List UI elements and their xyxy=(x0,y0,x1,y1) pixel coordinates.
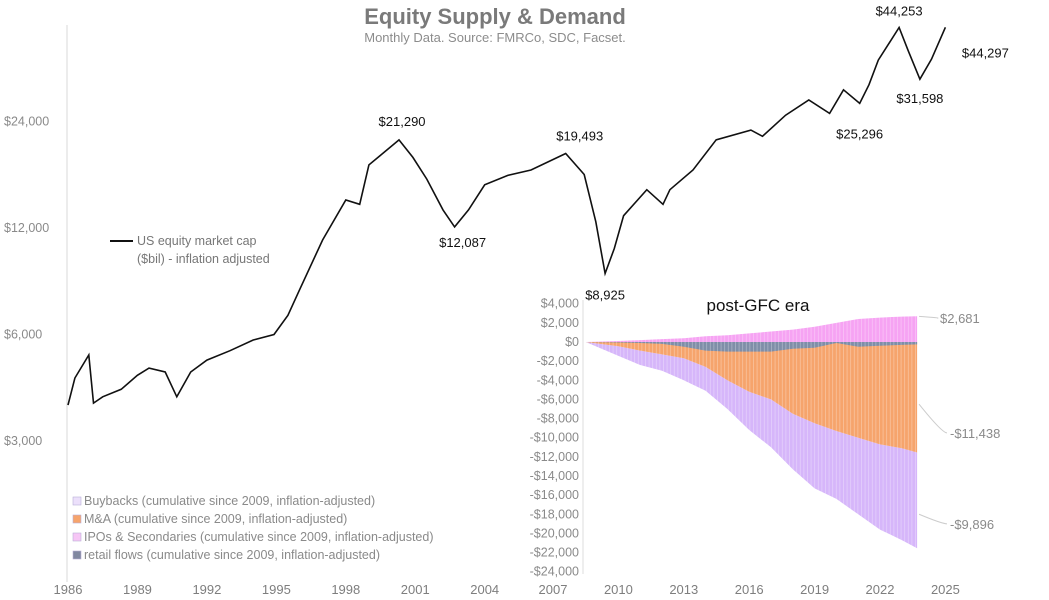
legend-item-label: Buybacks (cumulative since 2009, inflati… xyxy=(84,494,375,508)
main-data-label: $25,296 xyxy=(836,126,883,141)
legend-swatch-icon xyxy=(72,496,82,506)
legend: Buybacks (cumulative since 2009, inflati… xyxy=(72,494,434,562)
main-data-label: $12,087 xyxy=(439,235,486,250)
legend-item-label: IPOs & Secondaries (cumulative since 200… xyxy=(84,530,434,544)
inset-x-tick-label: 2013 xyxy=(669,582,698,597)
inset-x-tick-label: 2007 xyxy=(539,582,568,597)
inset-y-tick-label: -$24,000 xyxy=(530,565,579,579)
inset-x-tick-label: 2016 xyxy=(735,582,764,597)
main-y-tick-label: $6,000 xyxy=(4,328,42,342)
inset-y-tick-label: -$2,000 xyxy=(537,354,579,368)
inset-y-tick-label: -$6,000 xyxy=(537,392,579,406)
main-x-tick-label: 1998 xyxy=(331,582,360,597)
ma-area xyxy=(585,342,918,453)
inset-y-tick-label: -$16,000 xyxy=(530,488,579,502)
main-y-tick-label: $3,000 xyxy=(4,434,42,448)
inset-y-tick-label: $4,000 xyxy=(541,297,579,311)
inset-data-label: $2,681 xyxy=(940,311,980,326)
main-y-tick-label: $24,000 xyxy=(4,115,49,129)
inset-y-tick-label: -$10,000 xyxy=(530,431,579,445)
series-label: US equity market cap xyxy=(137,234,257,248)
main-data-label: $44,297 xyxy=(962,45,1009,60)
inset-y-tick-label: -$12,000 xyxy=(530,450,579,464)
legend-item-label: retail flows (cumulative since 2009, inf… xyxy=(84,548,380,562)
main-data-label: $31,598 xyxy=(896,91,943,106)
series-label: ($bil) - inflation adjusted xyxy=(137,252,270,266)
main-data-label: $8,925 xyxy=(585,287,625,302)
main-x-tick-label: 1986 xyxy=(54,582,83,597)
buybacks-area xyxy=(585,342,918,549)
inset-y-tick-label: -$4,000 xyxy=(537,373,579,387)
main-x-tick-label: 1992 xyxy=(192,582,221,597)
main-data-label: $44,253 xyxy=(876,3,923,18)
inset-y-tick-label: -$18,000 xyxy=(530,507,579,521)
legend-swatch-icon xyxy=(72,550,82,560)
inset-leader-line xyxy=(918,403,948,434)
legend-swatch-icon xyxy=(72,532,82,542)
inset-y-tick-label: $0 xyxy=(565,335,579,349)
inset-y-tick-label: -$22,000 xyxy=(530,546,579,560)
main-data-label: $19,493 xyxy=(556,128,603,143)
inset-data-label: -$9,896 xyxy=(950,517,994,532)
inset-x-tick-label: 2022 xyxy=(866,582,895,597)
main-x-tick-label: 2001 xyxy=(401,582,430,597)
inset-leader-line xyxy=(919,315,939,319)
legend-item-label: M&A (cumulative since 2009, inflation-ad… xyxy=(84,512,347,526)
main-x-tick-label: 1989 xyxy=(123,582,152,597)
chart-subtitle: Monthly Data. Source: FMRCo, SDC, Facset… xyxy=(364,30,626,45)
inset-x-tick-label: 2025 xyxy=(931,582,960,597)
main-y-tick-label: $12,000 xyxy=(4,221,49,235)
legend-swatch-icon xyxy=(72,514,82,524)
main-data-label: $21,290 xyxy=(379,114,426,129)
market-cap-line xyxy=(67,25,947,406)
chart-title: Equity Supply & Demand xyxy=(364,4,626,29)
inset-y-tick-label: -$14,000 xyxy=(530,469,579,483)
inset-x-tick-label: 2019 xyxy=(800,582,829,597)
inset-title: post-GFC era xyxy=(707,296,811,315)
inset-data-label: -$11,438 xyxy=(950,426,1000,441)
retail-flows-area xyxy=(585,342,918,352)
main-x-tick-label: 1995 xyxy=(262,582,291,597)
inset-y-tick-label: -$20,000 xyxy=(530,526,579,540)
ipos-secondaries-area xyxy=(585,316,918,342)
inset-y-tick-label: -$8,000 xyxy=(537,412,579,426)
main-x-tick-label: 2004 xyxy=(470,582,499,597)
inset-leader-line xyxy=(918,513,948,525)
inset-y-tick-label: $2,000 xyxy=(541,316,579,330)
inset-x-tick-label: 2010 xyxy=(604,582,633,597)
